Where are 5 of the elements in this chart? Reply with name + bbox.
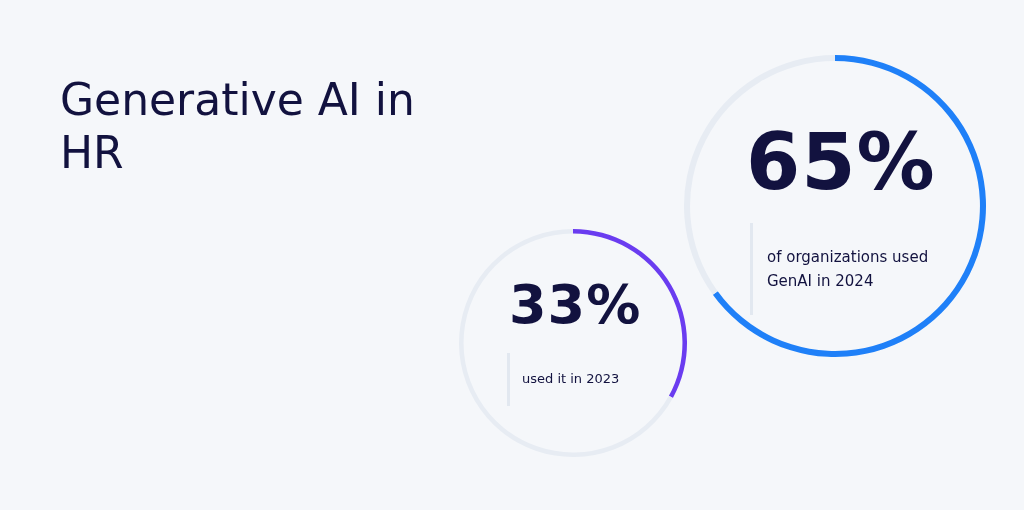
- text: of organizations used GenAI in 2024: [750, 223, 962, 315]
- text: used it in 2023: [507, 353, 691, 406]
- data-label: 33%: [509, 273, 642, 336]
- text: Generative AI in HR: [60, 74, 416, 180]
- data-label: 65%: [746, 117, 936, 207]
